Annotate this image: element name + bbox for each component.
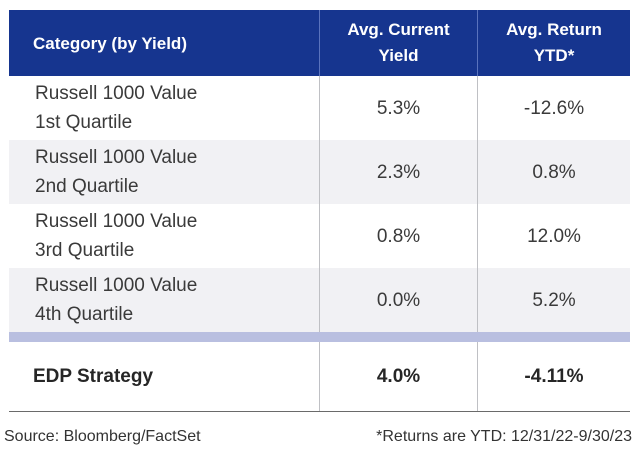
category-name-line2: 1st Quartile [35, 112, 133, 133]
category-cell: Russell 1000 Value 1st Quartile [9, 76, 319, 140]
header-category-label: Category (by Yield) [33, 34, 187, 53]
category-name-line1: Russell 1000 Value [35, 211, 198, 232]
return-cell: 0.8% [477, 140, 630, 204]
header-avg-return-ytd: Avg. Return YTD* [477, 10, 630, 76]
return-cell: -12.6% [477, 76, 630, 140]
category-cell: Russell 1000 Value 2nd Quartile [9, 140, 319, 204]
header-avg-current-yield: Avg. Current Yield [319, 10, 477, 76]
yield-return-table: Category (by Yield) Avg. Current Yield A… [9, 10, 630, 412]
yield-cell: 5.3% [319, 76, 477, 140]
category-name-line1: Russell 1000 Value [35, 83, 198, 104]
returns-footnote: *Returns are YTD: 12/31/22-9/30/23 [376, 428, 632, 445]
table-row: Russell 1000 Value 3rd Quartile 0.8% 12.… [9, 204, 630, 268]
summary-row: EDP Strategy 4.0% -4.11% [9, 342, 630, 412]
source-note: Source: Bloomberg/FactSet [4, 428, 201, 445]
category-name-line1: Russell 1000 Value [35, 147, 198, 168]
category-name-line1: Russell 1000 Value [35, 275, 198, 296]
category-cell: Russell 1000 Value 4th Quartile [9, 268, 319, 332]
category-name-line2: 2nd Quartile [35, 176, 139, 197]
table-footer: Source: Bloomberg/FactSet *Returns are Y… [4, 428, 632, 446]
table-header-row: Category (by Yield) Avg. Current Yield A… [9, 10, 630, 76]
category-name-line2: 4th Quartile [35, 304, 134, 325]
yield-cell: 2.3% [319, 140, 477, 204]
yield-cell: 0.8% [319, 204, 477, 268]
header-category: Category (by Yield) [9, 10, 319, 76]
section-divider [9, 332, 630, 342]
header-yield-line1: Avg. Current [347, 20, 450, 39]
summary-name-cell: EDP Strategy [33, 365, 154, 387]
yield-cell: 0.0% [319, 268, 477, 332]
table-row: Russell 1000 Value 4th Quartile 0.0% 5.2… [9, 268, 630, 332]
header-return-line2: YTD* [533, 46, 575, 65]
header-yield-line2: Yield [378, 46, 419, 65]
header-return-line1: Avg. Return [506, 20, 602, 39]
category-name-line2: 3rd Quartile [35, 240, 135, 261]
table-row: Russell 1000 Value 2nd Quartile 2.3% 0.8… [9, 140, 630, 204]
table-row: Russell 1000 Value 1st Quartile 5.3% -12… [9, 76, 630, 140]
return-cell: 12.0% [477, 204, 630, 268]
summary-return-cell: -4.11% [477, 342, 630, 411]
category-cell: Russell 1000 Value 3rd Quartile [9, 204, 319, 268]
summary-yield-cell: 4.0% [319, 342, 477, 411]
return-cell: 5.2% [477, 268, 630, 332]
